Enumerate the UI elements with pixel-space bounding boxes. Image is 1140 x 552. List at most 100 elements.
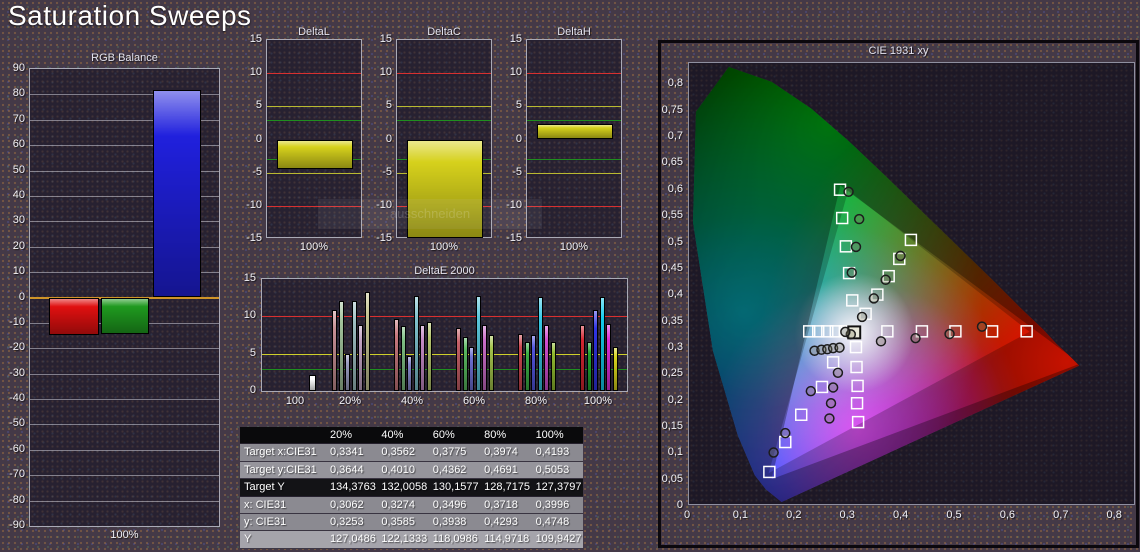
delta-e-bar: [599, 296, 605, 391]
cie-y-tick-label: 0,5: [667, 235, 683, 248]
reference-line: [267, 106, 361, 108]
table-value-cell: 0,3062: [326, 496, 378, 514]
delta-y-tick-label: -10: [506, 198, 522, 211]
rgb-gridline: [30, 246, 219, 248]
rgb-y-tick-label: 30: [12, 214, 25, 227]
table-value-cell: 0,3274: [377, 496, 429, 514]
table-row-label: x: CIE31: [240, 496, 326, 514]
delta-chart-plot: [526, 39, 622, 238]
rgb-y-tick-label: -60: [9, 442, 25, 455]
rgb-gridline: [30, 170, 219, 172]
delta-y-tick-label: 5: [385, 99, 392, 112]
table-row-label: Target Y: [240, 479, 326, 497]
delta-bar: [277, 139, 353, 169]
delta-y-tick-label: 0: [255, 132, 262, 145]
target-square-green: [846, 294, 859, 307]
outside-target-gamut-shade: [692, 66, 1080, 503]
delta-chart-title: DeltaH: [557, 26, 591, 38]
measured-circle-yellow: [845, 329, 857, 340]
rgb-gridline: [30, 272, 219, 274]
cie-y-tick-label: 0: [676, 499, 683, 511]
rgb-gridline: [30, 475, 219, 477]
delta-y-tick-label: 15: [379, 33, 392, 45]
table-header-cell: 40%: [377, 427, 429, 445]
target-square-cyan: [821, 325, 834, 338]
table-header-cell: [240, 427, 326, 445]
delta-bar: [407, 139, 483, 238]
target-square-red: [985, 325, 999, 338]
measured-circle-blue: [768, 447, 779, 458]
rgb-y-tick-label: -20: [9, 341, 25, 354]
rgb-gridline: [30, 449, 219, 451]
cie-y-tick-label: 0,3: [667, 340, 683, 353]
cie-x-tick-label: 0,3: [839, 509, 855, 521]
rgb-y-tick-label: 50: [12, 163, 25, 176]
delta-e-bar: [407, 355, 413, 391]
rgb-y-tick-label: -40: [9, 392, 25, 405]
cie-x-tick-label: 0,8: [1106, 509, 1122, 521]
table-value-cell: 0,3775: [428, 444, 481, 462]
rgb-y-tick-label: 60: [12, 138, 25, 151]
cie-x-tick-label: 0,1: [732, 509, 749, 521]
cie-y-axis: 0 0,05 0,1 0,15 0,2 0,25 0,3 0,35 0,4 0,45 0,5 0,55…: [654, 62, 685, 511]
rgb-balance-y-axis: 90 80 70 60 50 40 30 20 10 0 -10 -20 -30 -40 -50 -60 -70…: [1, 62, 27, 531]
cie-y-tick-label: 0,6: [667, 182, 683, 195]
target-square-magenta: [850, 396, 864, 410]
target-square-green: [833, 183, 847, 196]
cie-y-tick-label: 0,1: [667, 446, 683, 459]
delta-chart-title: DeltaL: [298, 26, 330, 38]
delta-e-bar: [488, 335, 494, 391]
reference-line: [527, 205, 621, 207]
delta-chart-plot: [266, 39, 362, 238]
delta-e-bar: [358, 325, 364, 391]
rgb-y-tick-label: 80: [12, 87, 25, 100]
delta-chart-title: DeltaC: [427, 26, 461, 38]
table-value-cell: 0,3562: [377, 444, 429, 462]
delta-e-bar: [426, 321, 432, 391]
delta-y-tick-label: 5: [515, 99, 522, 112]
delta-e-bar: [580, 325, 586, 391]
outside-native-gamut-shade: [692, 66, 1080, 503]
delta-e-bar: [586, 341, 592, 391]
cie-title: CIE 1931 xy: [868, 45, 929, 57]
cie-y-tick-label: 0,15: [661, 419, 683, 432]
rgb-y-tick-label: 90: [12, 62, 25, 74]
table-header-cell: 80%: [480, 427, 532, 445]
delta-e-y-tick-label: 0: [249, 384, 256, 396]
measured-circle-yellow: [880, 274, 891, 286]
delta-e-bar: [462, 337, 468, 391]
rgb-y-tick-label: 40: [12, 188, 25, 201]
delta-e-y-tick-label: 5: [249, 346, 256, 359]
table-value-cell: 0,4193: [531, 444, 583, 462]
delta-y-tick-label: -15: [506, 232, 522, 244]
table-value-cell: 127,3797: [531, 479, 583, 497]
target-square-red: [1020, 325, 1033, 338]
reference-line: [397, 106, 491, 108]
measured-circle-yellow: [895, 250, 906, 262]
table-header-cell: 60%: [428, 427, 481, 445]
target-square-green: [842, 266, 856, 280]
reference-line: [262, 316, 627, 318]
rgb-y-tick-label: -50: [9, 417, 25, 430]
delta-e-bar: [364, 291, 370, 391]
rgb-gridline: [30, 195, 219, 197]
table-value-cell: 0,3341: [326, 444, 378, 462]
table-value-cell: 134,3763: [326, 479, 378, 497]
delta-y-tick-label: 10: [509, 66, 522, 79]
reference-line: [267, 172, 361, 174]
cie-x-tick-label: 0,4: [892, 509, 909, 521]
delta-y-tick-label: 0: [515, 132, 522, 145]
rgb-y-tick-label: 0: [18, 290, 25, 303]
reference-line: [397, 119, 491, 121]
rgb-y-tick-label: 70: [12, 112, 25, 125]
measured-circle-magenta: [832, 367, 844, 379]
delta-e-x-tick-label: 100%: [583, 395, 613, 407]
measured-circle-magenta: [824, 413, 835, 424]
cie-x-tick-label: 0: [683, 509, 691, 521]
delta-e-bar: [456, 328, 462, 391]
table-row-label: y: CIE31: [240, 513, 326, 532]
measured-circle-green: [846, 267, 857, 278]
delta-e-bar: [420, 325, 426, 391]
cie-y-tick-label: 0,05: [661, 472, 683, 485]
